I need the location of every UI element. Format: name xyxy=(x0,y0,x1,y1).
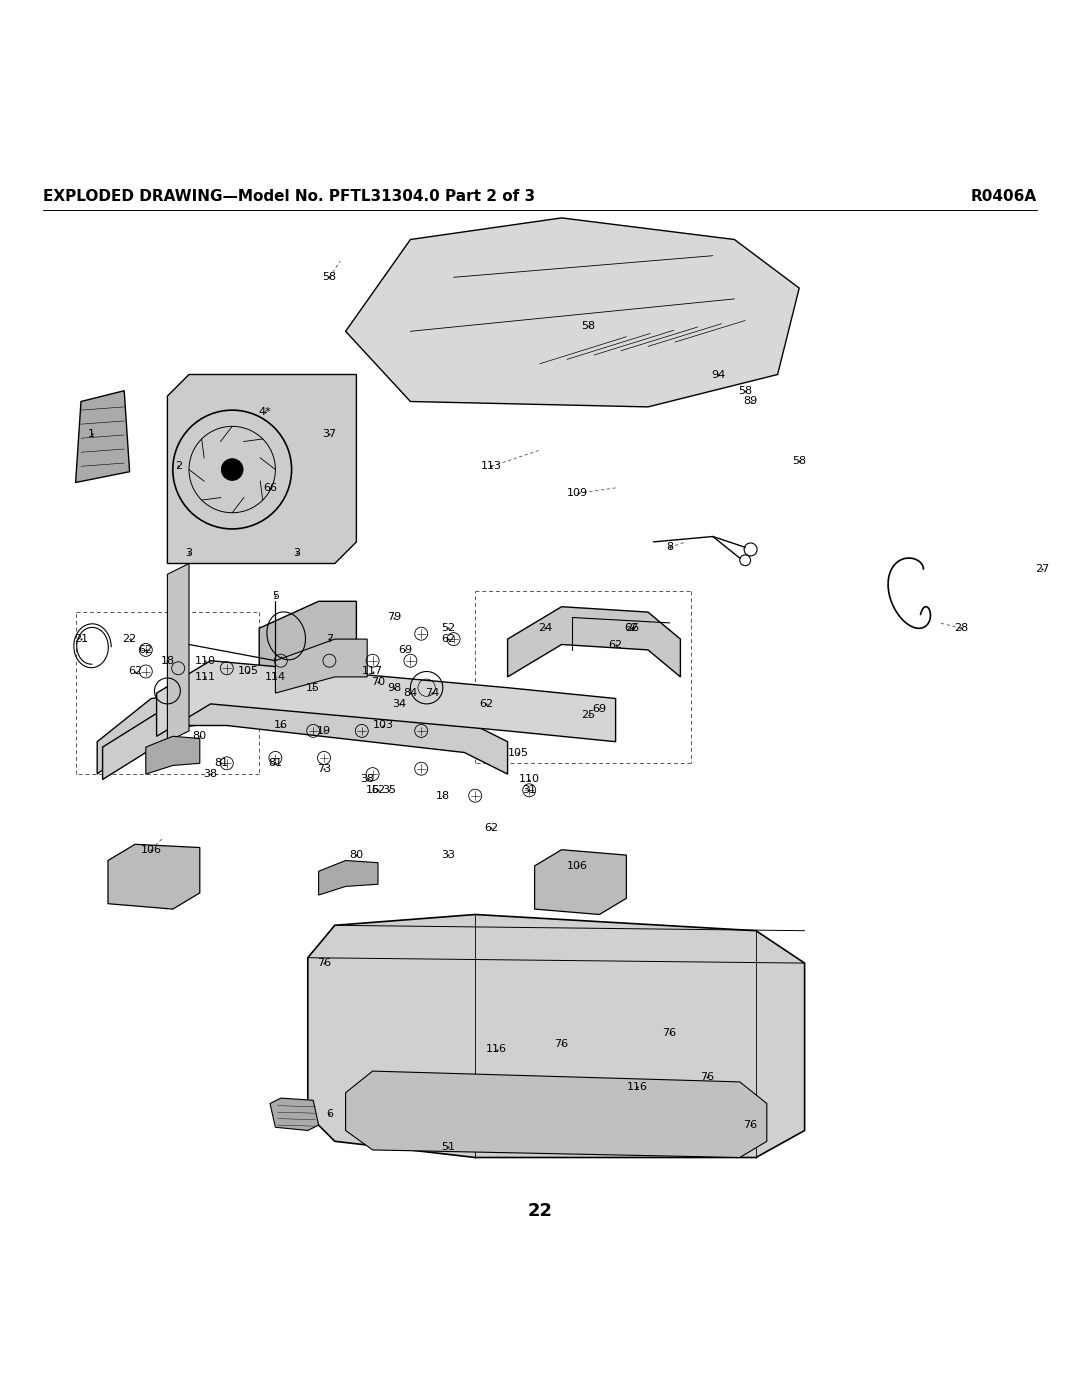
Text: 51: 51 xyxy=(442,1141,455,1151)
Text: 34: 34 xyxy=(392,698,407,708)
Text: 1: 1 xyxy=(89,429,95,439)
Text: 113: 113 xyxy=(481,461,502,471)
Text: 38: 38 xyxy=(360,774,375,785)
Text: 27: 27 xyxy=(1035,564,1050,574)
Polygon shape xyxy=(167,563,189,742)
Text: 105: 105 xyxy=(238,666,259,676)
Polygon shape xyxy=(319,861,378,895)
Polygon shape xyxy=(508,606,680,678)
Text: 52: 52 xyxy=(441,623,456,633)
Text: 6: 6 xyxy=(326,1109,333,1119)
Text: 105: 105 xyxy=(508,747,529,757)
Text: 80: 80 xyxy=(192,731,207,742)
Text: 15: 15 xyxy=(307,683,320,693)
Text: 18: 18 xyxy=(435,791,450,800)
Text: 62: 62 xyxy=(441,634,456,644)
Text: 80: 80 xyxy=(349,851,364,861)
Text: 94: 94 xyxy=(711,369,726,380)
Polygon shape xyxy=(308,915,805,1158)
Text: 25: 25 xyxy=(581,710,596,719)
Text: 116: 116 xyxy=(626,1083,648,1092)
Text: 8: 8 xyxy=(666,542,673,552)
Text: 4*: 4* xyxy=(258,408,271,418)
Text: 69: 69 xyxy=(592,704,607,714)
Text: 26: 26 xyxy=(624,623,639,633)
Text: 114: 114 xyxy=(265,672,286,682)
Text: 7: 7 xyxy=(326,634,333,644)
Polygon shape xyxy=(275,638,367,693)
Text: 35: 35 xyxy=(382,785,395,795)
Text: 62: 62 xyxy=(370,785,386,795)
Text: 74: 74 xyxy=(424,689,440,698)
Text: 2: 2 xyxy=(175,461,181,471)
Text: 5: 5 xyxy=(272,591,279,601)
Text: 58: 58 xyxy=(738,386,753,395)
Text: 117: 117 xyxy=(362,666,383,676)
Text: 110: 110 xyxy=(194,655,216,666)
Text: 81: 81 xyxy=(214,759,229,768)
Text: 33: 33 xyxy=(442,851,455,861)
Polygon shape xyxy=(535,849,626,915)
Polygon shape xyxy=(97,678,410,774)
Text: 76: 76 xyxy=(316,958,332,968)
Text: 58: 58 xyxy=(322,272,337,282)
Text: 62: 62 xyxy=(484,823,499,833)
Text: 38: 38 xyxy=(203,770,218,780)
Text: 22: 22 xyxy=(122,634,137,644)
Text: 89: 89 xyxy=(743,397,758,407)
Text: 62: 62 xyxy=(478,698,494,708)
Text: 62: 62 xyxy=(608,640,623,650)
Text: 21: 21 xyxy=(73,634,89,644)
Text: 66: 66 xyxy=(264,483,276,493)
Text: 16: 16 xyxy=(274,721,287,731)
Text: 62: 62 xyxy=(127,666,143,676)
Text: 76: 76 xyxy=(662,1028,677,1038)
Text: 79: 79 xyxy=(387,612,402,623)
Text: 24: 24 xyxy=(538,623,553,633)
Polygon shape xyxy=(346,1071,767,1158)
Text: 19: 19 xyxy=(316,726,332,736)
Text: 116: 116 xyxy=(486,1045,508,1055)
Polygon shape xyxy=(76,391,130,482)
Text: 62: 62 xyxy=(138,645,153,655)
Text: 111: 111 xyxy=(194,672,216,682)
Text: 70: 70 xyxy=(370,678,386,687)
Text: 58: 58 xyxy=(792,455,807,467)
Text: 62: 62 xyxy=(624,623,639,633)
Circle shape xyxy=(221,458,243,481)
Text: 76: 76 xyxy=(554,1039,569,1049)
Text: 76: 76 xyxy=(743,1120,758,1130)
Polygon shape xyxy=(270,1098,319,1130)
Text: 15: 15 xyxy=(366,785,379,795)
Text: 69: 69 xyxy=(397,645,413,655)
Text: 106: 106 xyxy=(567,861,589,870)
Polygon shape xyxy=(108,844,200,909)
Polygon shape xyxy=(146,736,200,774)
Polygon shape xyxy=(259,601,356,672)
Text: 81: 81 xyxy=(268,759,283,768)
Text: 84: 84 xyxy=(403,689,418,698)
Polygon shape xyxy=(103,693,508,780)
Polygon shape xyxy=(157,661,616,742)
Text: 106: 106 xyxy=(140,845,162,855)
Text: 22: 22 xyxy=(527,1203,553,1221)
Text: 18: 18 xyxy=(160,655,175,666)
Polygon shape xyxy=(346,218,799,407)
Text: 28: 28 xyxy=(954,623,969,633)
Text: 31: 31 xyxy=(523,785,536,795)
Text: 98: 98 xyxy=(387,683,402,693)
Text: 76: 76 xyxy=(700,1071,715,1081)
Text: 3: 3 xyxy=(294,548,300,557)
Polygon shape xyxy=(167,374,356,563)
Text: 110: 110 xyxy=(518,774,540,785)
Text: 103: 103 xyxy=(373,721,394,731)
Text: 3: 3 xyxy=(186,548,192,557)
Text: 73: 73 xyxy=(316,764,332,774)
Text: EXPLODED DRAWING—Model No. PFTL31304.0 Part 2 of 3: EXPLODED DRAWING—Model No. PFTL31304.0 P… xyxy=(43,189,536,204)
Text: 37: 37 xyxy=(322,429,337,439)
Text: 58: 58 xyxy=(581,321,596,331)
Text: R0406A: R0406A xyxy=(971,189,1037,204)
Text: 109: 109 xyxy=(567,489,589,499)
